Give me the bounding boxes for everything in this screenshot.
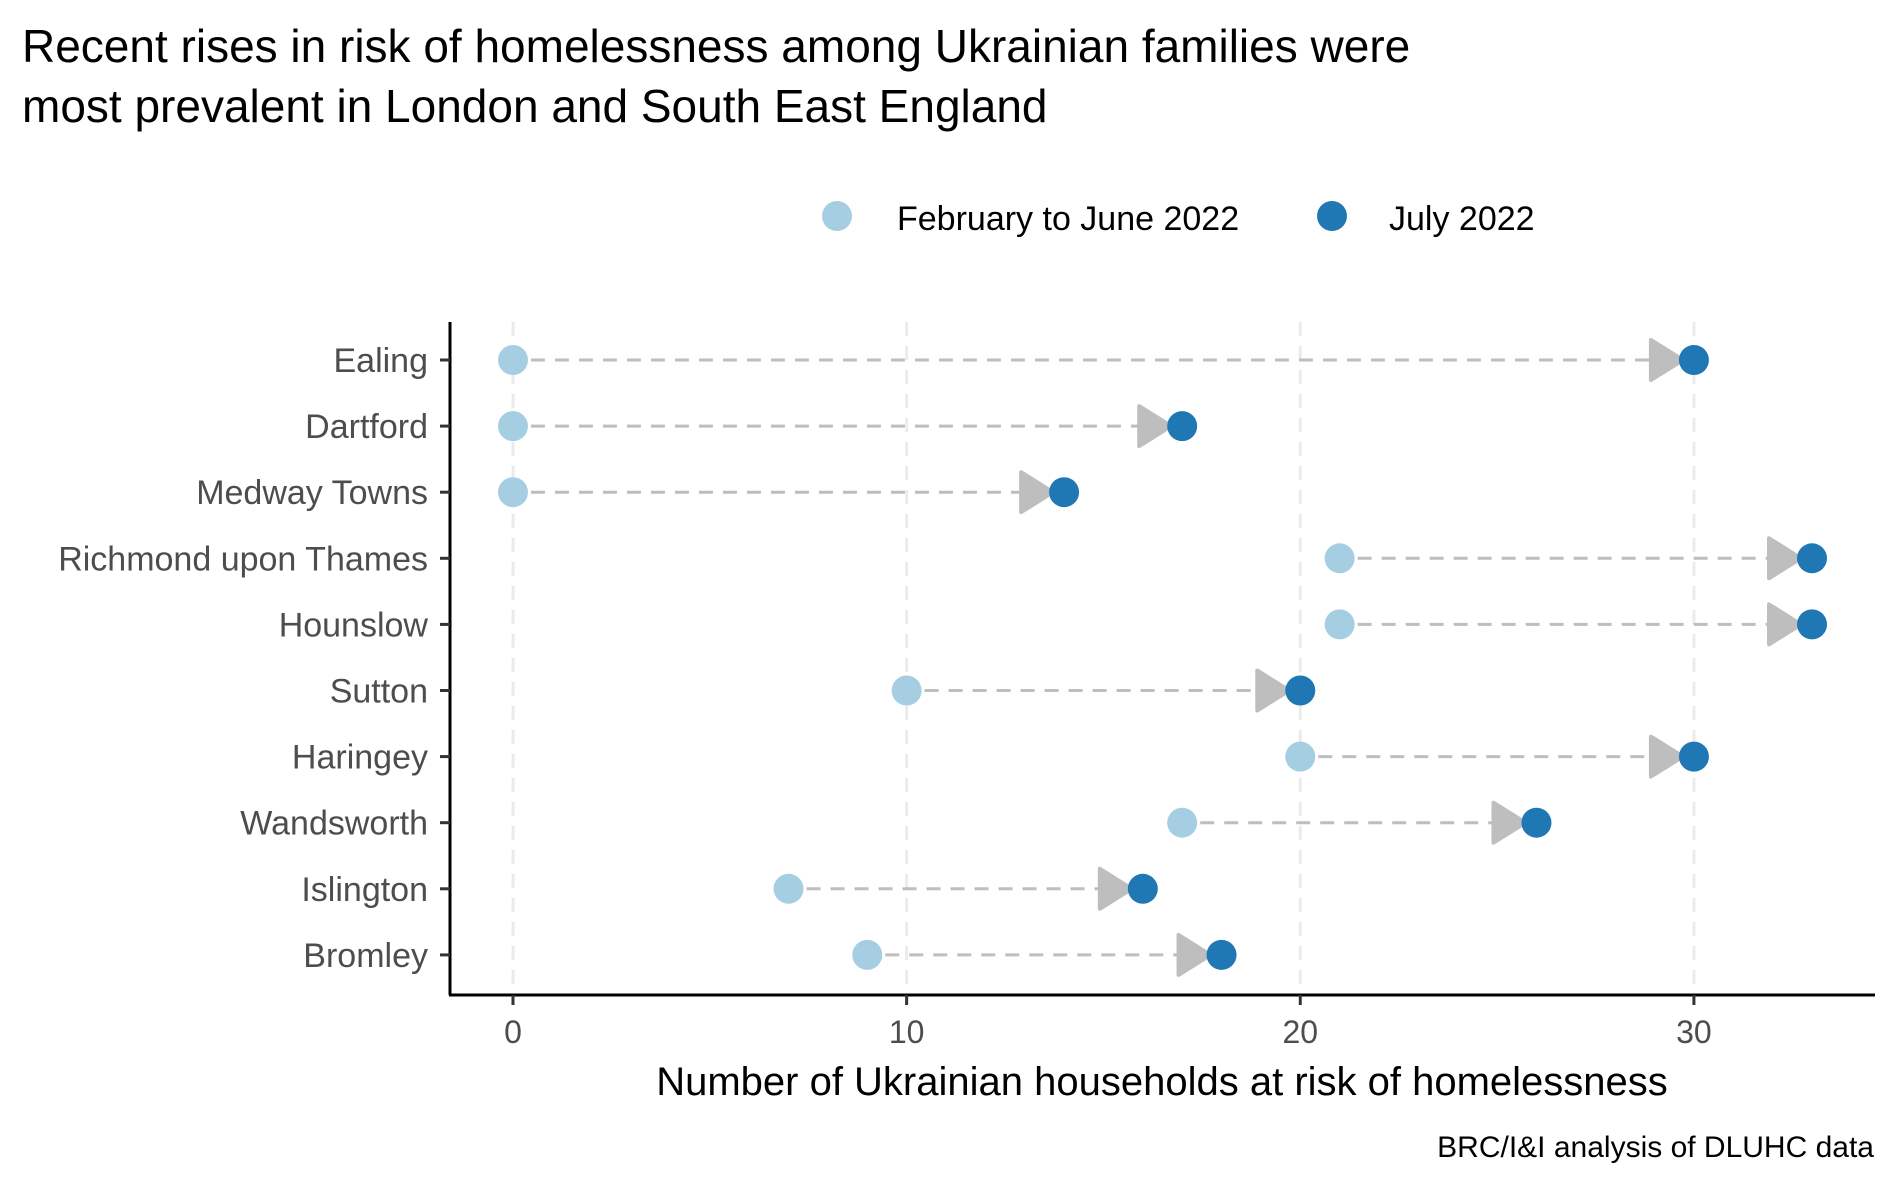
legend: February to June 2022 July 2022 xyxy=(822,200,1535,238)
point-feb-june-richmond-upon-thames xyxy=(1324,543,1355,574)
point-july-bromley xyxy=(1206,939,1237,970)
chart-title-line-1: Recent rises in risk of homelessness amo… xyxy=(22,20,1410,72)
arrowhead-richmond-upon-thames xyxy=(1767,536,1804,581)
point-july-islington xyxy=(1127,873,1158,904)
x-tick-label-10: 10 xyxy=(889,1014,925,1050)
point-feb-june-medway-towns xyxy=(497,477,528,508)
point-july-medway-towns xyxy=(1049,477,1080,508)
chart-title: Recent rises in risk of homelessness amo… xyxy=(22,20,1410,132)
point-july-sutton xyxy=(1285,675,1316,706)
connectors xyxy=(530,338,1804,977)
y-tick-label-islington: Islington xyxy=(301,871,428,909)
y-tick-label-richmond-upon-thames: Richmond upon Thames xyxy=(58,540,428,578)
arrowhead-medway-towns xyxy=(1019,470,1056,515)
arrowhead-hounslow xyxy=(1767,602,1804,647)
y-axis: Ealing Dartford Medway Towns Richmond upon … xyxy=(58,342,450,975)
point-feb-june-dartford xyxy=(497,411,528,442)
point-feb-june-sutton xyxy=(891,675,922,706)
data-points xyxy=(497,345,1828,970)
y-tick-label-hounslow: Hounslow xyxy=(279,606,429,644)
arrowhead-bromley xyxy=(1176,932,1213,977)
y-tick-label-sutton: Sutton xyxy=(330,673,428,711)
x-axis-title: Number of Ukrainian households at risk o… xyxy=(656,1060,1668,1104)
y-tick-label-dartford: Dartford xyxy=(305,408,428,446)
y-tick-label-ealing: Ealing xyxy=(333,342,428,380)
arrowhead-dartford xyxy=(1137,404,1174,449)
point-july-hounslow xyxy=(1797,609,1828,640)
x-axis: 0 10 20 30 xyxy=(504,995,1712,1050)
point-feb-june-islington xyxy=(773,873,804,904)
point-july-wandsworth xyxy=(1521,807,1552,838)
arrowhead-haringey xyxy=(1648,734,1685,779)
chart-caption: BRC/I&I analysis of DLUHC data xyxy=(1437,1131,1874,1164)
legend-label-feb-june: February to June 2022 xyxy=(897,200,1239,238)
arrowhead-sutton xyxy=(1255,668,1292,713)
point-july-haringey xyxy=(1678,741,1709,772)
x-tick-label-30: 30 xyxy=(1676,1014,1712,1050)
point-feb-june-ealing xyxy=(497,345,528,375)
y-tick-label-medway-towns: Medway Towns xyxy=(196,474,428,512)
legend-marker-july xyxy=(1317,201,1347,231)
point-july-dartford xyxy=(1167,411,1198,442)
point-feb-june-haringey xyxy=(1285,741,1316,772)
legend-marker-feb-june xyxy=(822,201,852,231)
arrowhead-ealing xyxy=(1648,338,1685,382)
chart-title-line-2: most prevalent in London and South East … xyxy=(22,80,1048,132)
legend-label-july: July 2022 xyxy=(1389,200,1535,238)
arrowhead-islington xyxy=(1097,866,1134,911)
point-july-richmond-upon-thames xyxy=(1797,543,1828,574)
arrowhead-wandsworth xyxy=(1491,800,1528,845)
point-feb-june-hounslow xyxy=(1324,609,1355,640)
y-tick-label-wandsworth: Wandsworth xyxy=(240,805,428,843)
point-july-ealing xyxy=(1678,345,1709,375)
y-tick-label-bromley: Bromley xyxy=(303,937,428,975)
x-tick-label-0: 0 xyxy=(504,1014,522,1050)
y-tick-label-haringey: Haringey xyxy=(292,739,428,777)
point-feb-june-wandsworth xyxy=(1167,807,1198,838)
x-tick-label-20: 20 xyxy=(1282,1014,1318,1050)
point-feb-june-bromley xyxy=(852,939,883,970)
grid-lines xyxy=(511,322,1696,995)
